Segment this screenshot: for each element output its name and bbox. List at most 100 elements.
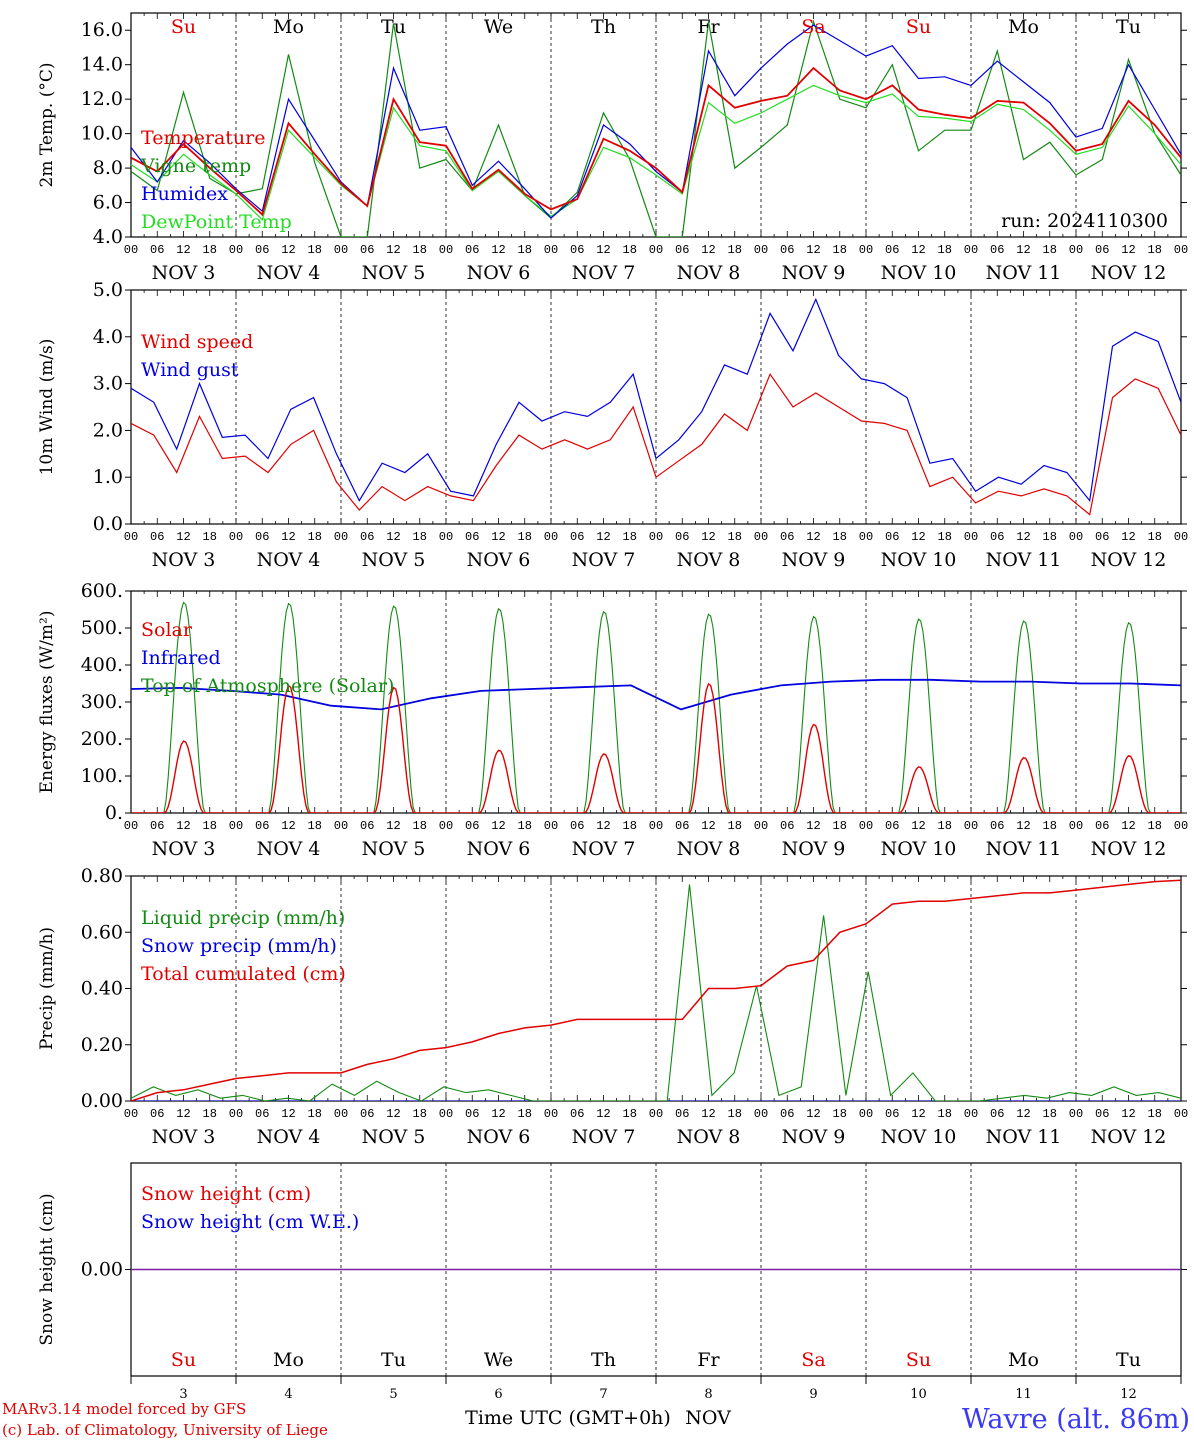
hour-tick-label: 00 — [124, 819, 138, 833]
date-label: NOV 12 — [1091, 838, 1167, 860]
date-label: NOV 3 — [152, 1126, 216, 1148]
hour-tick-label: 12 — [491, 1107, 505, 1121]
date-label: NOV 8 — [677, 1126, 741, 1148]
hour-tick-label: 12 — [1016, 530, 1030, 544]
hour-tick-label: 18 — [413, 819, 427, 833]
hour-tick-label: 18 — [413, 530, 427, 544]
hour-tick-label: 06 — [885, 530, 899, 544]
date-label: NOV 4 — [257, 1126, 321, 1148]
date-label: NOV 6 — [467, 838, 531, 860]
legend-entry: Total cumulated (cm) — [141, 963, 346, 985]
hour-tick-label: 18 — [728, 243, 742, 257]
hour-tick-label: 18 — [1148, 1107, 1162, 1121]
date-label: NOV 11 — [986, 1126, 1062, 1148]
date-label: NOV 4 — [257, 262, 321, 284]
hour-tick-label: 06 — [675, 530, 689, 544]
hour-tick-label: 12 — [1016, 243, 1030, 257]
weekday-label: Tu — [381, 16, 406, 38]
hour-tick-label: 12 — [1016, 819, 1030, 833]
legend-entry: Snow height (cm W.E.) — [141, 1211, 359, 1233]
hour-tick-label: 12 — [911, 530, 925, 544]
hour-tick-label: 06 — [990, 530, 1004, 544]
hour-tick-label: 18 — [938, 243, 952, 257]
weekday-label: Th — [591, 1349, 616, 1371]
hour-tick-label: 06 — [255, 819, 269, 833]
date-label: NOV 4 — [257, 549, 321, 571]
weekday-label: Mo — [1008, 16, 1039, 38]
hour-tick-label: 06 — [675, 243, 689, 257]
date-label: NOV 6 — [467, 262, 531, 284]
hour-tick-label: 18 — [833, 1107, 847, 1121]
y-tick-label: 500. — [81, 617, 123, 639]
day-number-label: 8 — [704, 1387, 712, 1402]
hour-tick-label: 18 — [203, 819, 217, 833]
weekday-label: Su — [906, 16, 931, 38]
y-tick-label: 2.0 — [93, 419, 123, 441]
hour-tick-label: 06 — [780, 530, 794, 544]
hour-tick-label: 12 — [596, 819, 610, 833]
legend-entry: Liquid precip (mm/h) — [141, 907, 345, 929]
y-tick-label: 100. — [81, 765, 123, 787]
hour-tick-label: 12 — [176, 530, 190, 544]
date-label: NOV 11 — [986, 262, 1062, 284]
date-label: NOV 11 — [986, 838, 1062, 860]
chart-panels: 4.0 6.0 8.0 10.0 12.0 14.0 16.0 2m Temp. (°C) 00… — [37, 12, 1188, 1402]
hour-tick-label: 00 — [229, 1107, 243, 1121]
hour-tick-label: 00 — [754, 819, 768, 833]
hour-tick-label: 18 — [203, 530, 217, 544]
hour-tick-label: 12 — [596, 243, 610, 257]
y-tick-label: 14.0 — [81, 54, 123, 76]
y-tick-label: 600. — [81, 580, 123, 602]
legend-entry: Top of Atmosphere (Solar) — [141, 675, 394, 697]
hour-tick-label: 00 — [124, 243, 138, 257]
hour-tick-label: 00 — [229, 530, 243, 544]
y-tick-label: 1.0 — [93, 466, 123, 488]
wind-series-1 — [131, 297, 1181, 503]
hour-tick-label: 06 — [255, 1107, 269, 1121]
hour-tick-label: 12 — [911, 819, 925, 833]
legend-entry: Solar — [141, 619, 193, 641]
y-tick-label: 0.80 — [81, 865, 123, 887]
hour-tick-label: 06 — [465, 243, 479, 257]
hour-tick-label: 12 — [176, 243, 190, 257]
date-label: NOV 12 — [1091, 549, 1167, 571]
weekday-label: Tu — [1116, 1349, 1141, 1371]
date-label: NOV 7 — [572, 262, 636, 284]
panel-5: 0.00 Snow height (cm) Snow height (cm) Snow… — [37, 1162, 1187, 1384]
hour-tick-label: 00 — [754, 243, 768, 257]
y-tick-label: 5.0 — [93, 279, 123, 301]
hour-tick-label: 06 — [465, 819, 479, 833]
bottom-axis-title: Time UTC (GMT+0h) — [465, 1407, 671, 1429]
date-label: NOV 7 — [572, 1126, 636, 1148]
weekday-label: Tu — [1116, 16, 1141, 38]
weekday-label: Mo — [1008, 1349, 1039, 1371]
legend-entry: Vigne temp — [140, 155, 251, 177]
hour-tick-label: 00 — [859, 1107, 873, 1121]
hour-tick-label: 12 — [596, 1107, 610, 1121]
hour-tick-label: 06 — [360, 243, 374, 257]
hour-tick-label: 18 — [308, 243, 322, 257]
hour-tick-label: 18 — [938, 1107, 952, 1121]
date-label: NOV 9 — [782, 549, 846, 571]
y-tick-label: 0.20 — [81, 1034, 123, 1056]
hour-tick-label: 00 — [859, 819, 873, 833]
hour-tick-label: 18 — [1043, 243, 1057, 257]
date-label: NOV 10 — [881, 549, 957, 571]
date-label: NOV 11 — [986, 549, 1062, 571]
hour-tick-label: 06 — [150, 530, 164, 544]
hour-tick-label: 06 — [1095, 1107, 1109, 1121]
legend-entry: Humidex — [141, 183, 228, 205]
y-axis-label: Energy fluxes (W/m²) — [37, 611, 57, 794]
y-tick-label: 300. — [81, 691, 123, 713]
date-label: NOV 8 — [677, 549, 741, 571]
hour-tick-label: 00 — [1069, 243, 1083, 257]
hour-tick-label: 00 — [439, 1107, 453, 1121]
hour-tick-label: 00 — [229, 819, 243, 833]
date-label: NOV 4 — [257, 838, 321, 860]
date-label: NOV 10 — [881, 838, 957, 860]
hour-tick-label: 18 — [413, 1107, 427, 1121]
hour-tick-label: 00 — [334, 1107, 348, 1121]
hour-tick-label: 06 — [150, 243, 164, 257]
hour-tick-label: 00 — [1174, 1107, 1188, 1121]
y-axis-label: 2m Temp. (°C) — [37, 62, 57, 187]
